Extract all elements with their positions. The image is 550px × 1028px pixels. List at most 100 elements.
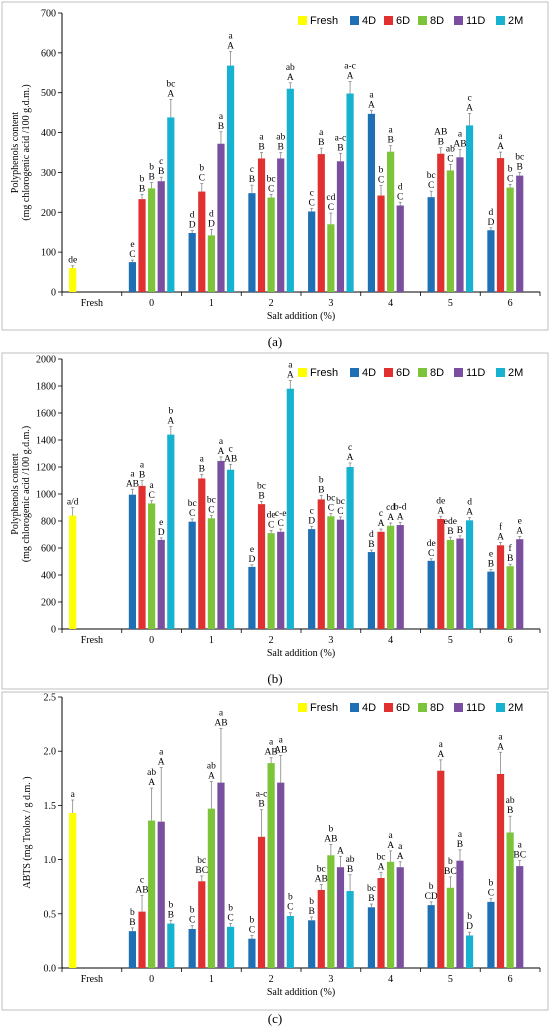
bar-letter: a — [288, 361, 293, 371]
bar — [427, 197, 435, 292]
x-tick-label: 0 — [149, 974, 154, 985]
bar-letter: A — [497, 533, 504, 543]
y-tick-label: 0.0 — [44, 964, 57, 975]
bar-letter: bc — [197, 856, 206, 866]
legend-label: 8D — [430, 367, 444, 379]
legend-label: 4D — [362, 702, 376, 714]
x-tick-label: 5 — [448, 974, 453, 985]
y-tick-label: 600 — [41, 544, 56, 555]
bar-letter: ab — [506, 796, 515, 806]
legend-label: 2M — [508, 15, 523, 27]
y-tick-label: 100 — [41, 248, 56, 259]
bar-letter: D — [189, 221, 196, 231]
y-tick-label: 800 — [41, 517, 56, 528]
x-tick-label: 3 — [328, 974, 333, 985]
x-tick-label: 4 — [388, 635, 393, 646]
bar — [377, 195, 385, 292]
bar-letter: A — [167, 89, 174, 99]
bar-letter: a — [389, 831, 394, 841]
bar-letter: C — [227, 914, 233, 924]
y-axis-title: Polyphenols content — [10, 112, 21, 194]
bar — [286, 915, 294, 968]
legend-swatch — [496, 703, 505, 712]
bar-letter: B — [347, 865, 353, 875]
bar-letter: a — [369, 91, 374, 101]
bar — [506, 832, 514, 968]
chart-panel-3: 0.0 0.5 1.0 1.5 2.0 2.5 ABTS (mg Trolox / g d.… — [1, 691, 549, 1026]
bar-letter: bc — [166, 79, 175, 89]
bar — [487, 571, 495, 629]
bar-letter: B — [337, 143, 343, 153]
x-tick-label: Fresh — [81, 974, 103, 985]
bar — [437, 153, 445, 292]
bar-letter: D — [248, 555, 255, 565]
bar-letter: A — [466, 508, 473, 518]
bar-letter: A — [497, 142, 504, 152]
bar-letter: a — [439, 740, 444, 750]
legend-swatch — [384, 368, 393, 377]
bar — [267, 533, 275, 629]
bar — [188, 521, 196, 629]
legend-label: 2M — [508, 702, 523, 714]
bar-letter: a — [219, 708, 224, 718]
y-tick-label: 1600 — [36, 409, 56, 420]
bar-letter: ab — [286, 63, 295, 73]
bar-letter: A — [158, 757, 165, 767]
y-axis-title: Polyphenols content — [10, 453, 21, 535]
x-tick-label: 6 — [508, 635, 513, 646]
bar-letter: AB — [126, 479, 139, 489]
y-tick-label: 1.5 — [44, 801, 57, 812]
bar — [487, 230, 495, 292]
bar-letter: b — [329, 824, 334, 834]
panel-caption: (a) — [268, 334, 282, 349]
legend-label: 2M — [508, 367, 523, 379]
y-tick-label: 1200 — [36, 463, 56, 474]
legend-swatch — [418, 16, 427, 25]
bar-letter: b — [319, 475, 324, 485]
legend-swatch — [454, 703, 463, 712]
x-tick-label: Fresh — [81, 298, 103, 309]
bar-letter: c — [159, 157, 163, 167]
bar — [427, 560, 435, 629]
x-tick-label: 6 — [508, 974, 513, 985]
bar-letter: B — [457, 840, 463, 850]
bar-letter: A — [167, 417, 174, 427]
bar — [336, 161, 345, 292]
bar — [69, 268, 77, 292]
bar-letter: b — [190, 906, 195, 916]
bar-letter: B — [318, 138, 324, 148]
bar-letter: b — [168, 900, 173, 910]
bar-letter: B — [168, 910, 174, 920]
y-tick-label: 300 — [41, 168, 56, 179]
bar-letter: b — [140, 174, 145, 184]
bar — [148, 820, 156, 968]
bar-letter: d — [209, 209, 214, 219]
bar — [317, 499, 325, 629]
bar-letter: C — [397, 192, 403, 202]
bar-letter: bc — [427, 171, 436, 181]
bar-letter: AB — [453, 139, 466, 149]
bar-letter: A — [378, 863, 385, 873]
bar — [157, 181, 165, 292]
bar-letter: b — [489, 879, 494, 889]
bar-letter: C — [268, 184, 274, 194]
bar — [387, 861, 395, 968]
bar — [217, 782, 225, 968]
y-tick-label: 1400 — [36, 436, 56, 447]
bar — [226, 926, 235, 968]
legend-swatch — [298, 16, 307, 25]
bar — [516, 175, 524, 292]
bar — [346, 93, 354, 292]
bar-letter: a — [279, 736, 284, 746]
bar-letter: C — [287, 903, 293, 913]
legend-swatch — [418, 703, 427, 712]
bar — [188, 928, 196, 968]
bar — [317, 889, 325, 968]
bar — [456, 860, 464, 968]
bar — [138, 911, 146, 968]
bar-letter: d — [190, 211, 195, 221]
bar-letter: b — [288, 893, 293, 903]
bar-letter: a — [259, 133, 264, 143]
bar-letter: e — [518, 517, 522, 527]
x-tick-label: 5 — [448, 298, 453, 309]
